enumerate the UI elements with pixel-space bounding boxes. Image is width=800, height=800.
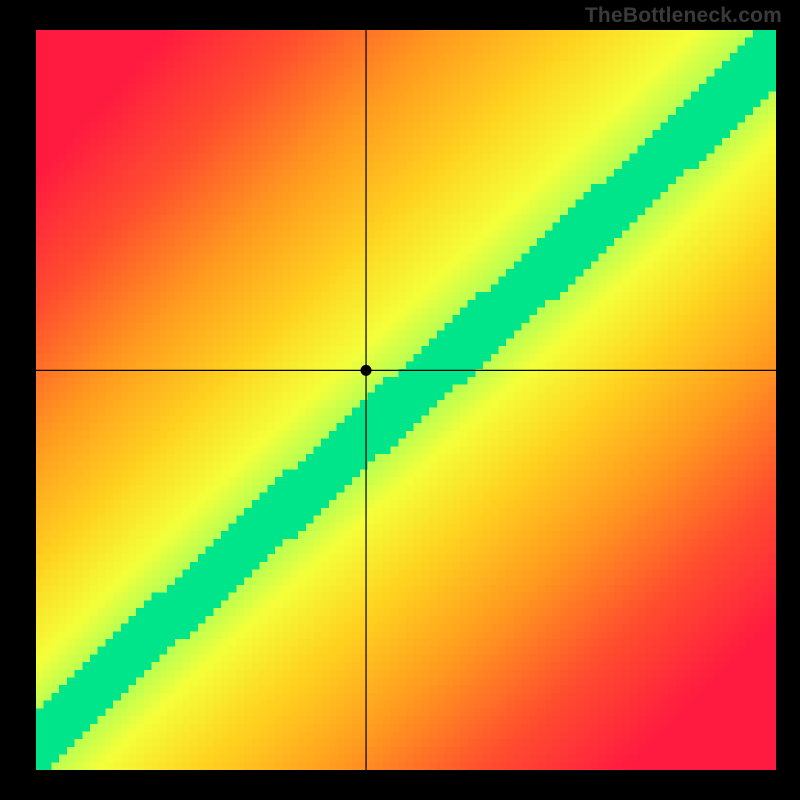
chart-container: { "image": { "width": 800, "height": 800… [0,0,800,800]
bottleneck-heatmap [36,30,776,770]
watermark-text: TheBottleneck.com [585,4,782,28]
